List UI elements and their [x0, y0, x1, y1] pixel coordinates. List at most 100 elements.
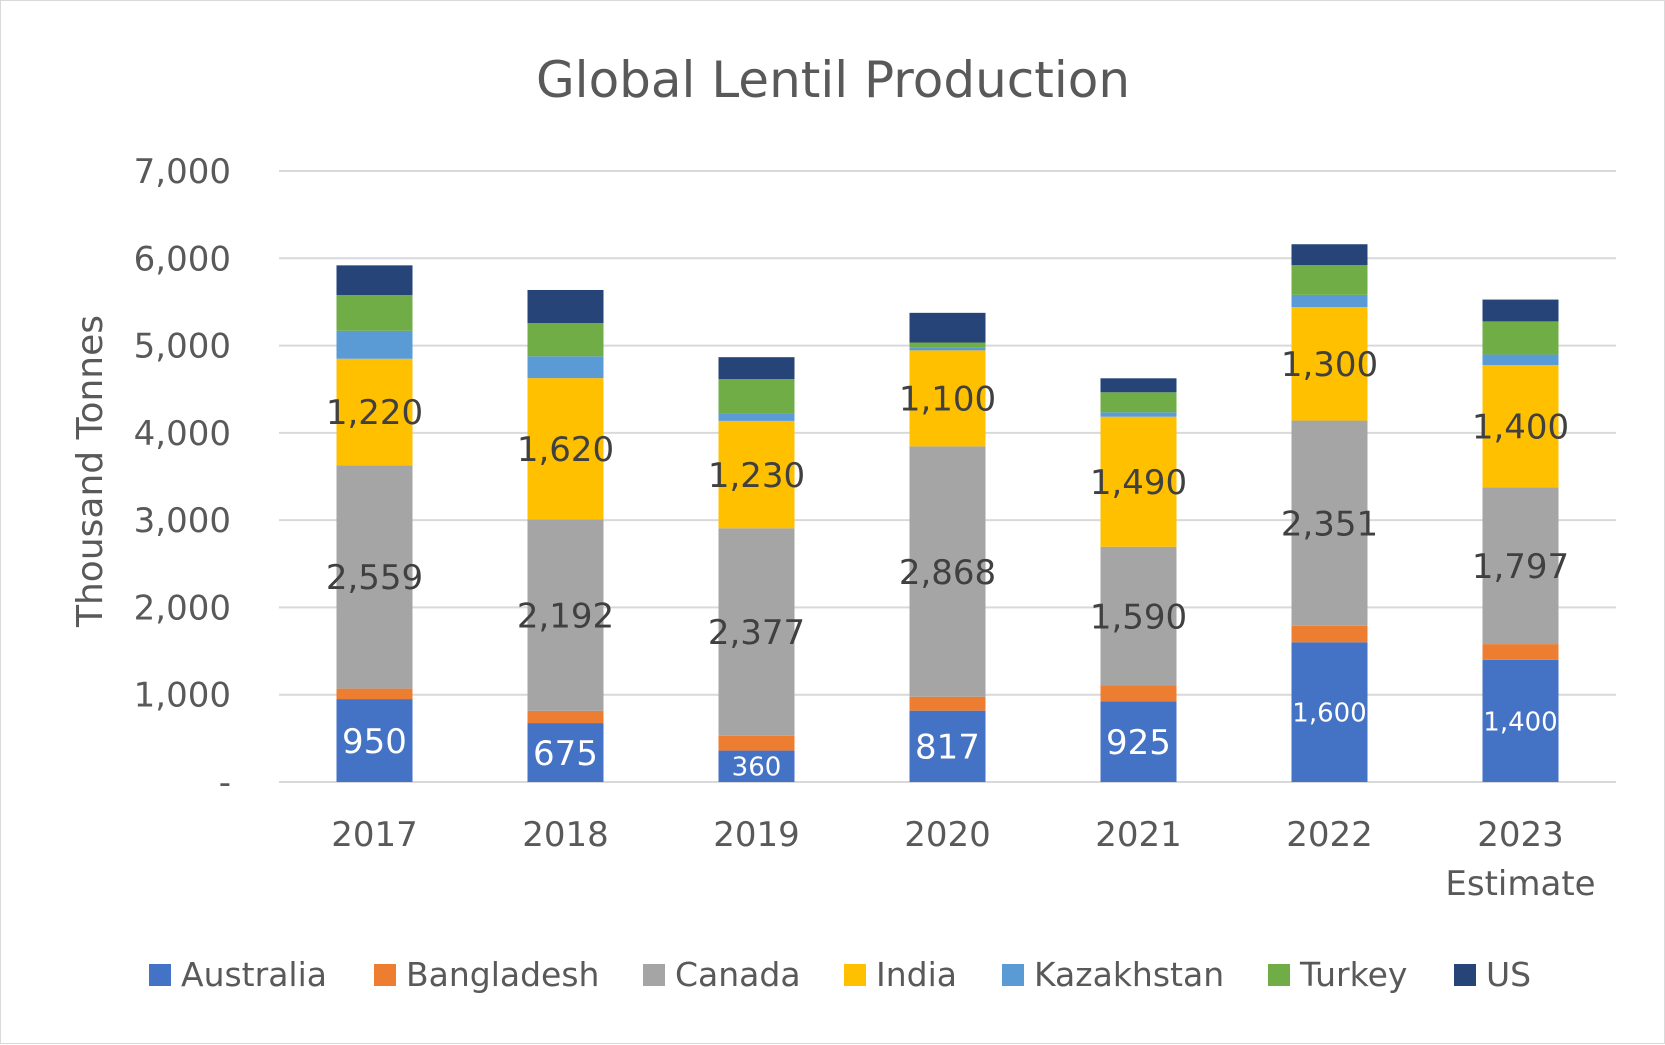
bar-segment-india [909, 350, 986, 447]
legend-label: Canada [675, 955, 801, 994]
bar-segment-turkey [1291, 265, 1368, 295]
bar-segment-turkey [1482, 321, 1559, 355]
bar-segment-us [1291, 244, 1368, 266]
y-tick-label: 1,000 [134, 676, 231, 716]
bar-segment-australia [527, 723, 604, 782]
legend-label: India [876, 955, 957, 994]
data-label: 1,400 [1472, 407, 1569, 447]
legend-swatch-bangladesh [374, 964, 396, 986]
data-label: 1,300 [1281, 345, 1378, 385]
data-label: 360 [732, 753, 782, 783]
x-tick-label: Estimate [1445, 864, 1595, 904]
bar-segment-bangladesh [527, 710, 604, 724]
bar-segment-bangladesh [1100, 685, 1177, 702]
bar-segment-canada [1100, 546, 1177, 686]
bar-segment-india [527, 378, 604, 520]
data-label: 950 [342, 722, 407, 762]
bar-segment-india [336, 358, 413, 466]
bar-segment-australia [1100, 701, 1177, 782]
bar-segment-us [1100, 378, 1177, 393]
legend-label: US [1486, 955, 1531, 994]
y-tick-label: 4,000 [134, 414, 231, 454]
data-label: 1,620 [517, 430, 614, 470]
y-axis-ticks: - 1,000 2,000 3,000 4,000 5,000 6,000 7,000 [134, 152, 231, 803]
x-tick-label: 2022 [1286, 815, 1373, 855]
bar-segment-australia [336, 699, 413, 782]
x-tick-label: 2020 [904, 815, 991, 855]
bar-segment-turkey [527, 323, 604, 357]
y-tick-label: 6,000 [134, 239, 231, 279]
bar-segment-canada [1291, 420, 1368, 626]
data-label: 1,490 [1090, 463, 1187, 503]
data-label: 817 [915, 728, 980, 768]
data-label: 2,559 [326, 558, 423, 598]
data-label: 1,600 [1292, 699, 1366, 729]
bar-segment-canada [909, 446, 986, 697]
legend-swatch-australia [149, 964, 171, 986]
x-axis-ticks: 2017 2018 2019 2020 2021 2022 2023 Estimate [331, 815, 1595, 904]
data-label: 2,351 [1281, 504, 1378, 544]
data-label: 1,400 [1483, 707, 1557, 737]
data-label: 2,377 [708, 613, 805, 653]
x-tick-label: 2023 [1477, 815, 1564, 855]
data-label: 1,220 [326, 393, 423, 433]
bar-segment-kazakhstan [527, 356, 604, 379]
bar-segment-kazakhstan [718, 413, 795, 421]
bar-segment-australia [1291, 642, 1368, 782]
bar-segment-india [1291, 307, 1368, 421]
y-tick-label: 2,000 [134, 588, 231, 628]
bars [336, 244, 1559, 782]
legend-swatch-india [844, 964, 866, 986]
x-tick-label: 2017 [331, 815, 418, 855]
legend-swatch-canada [643, 964, 665, 986]
bar-segment-turkey [909, 342, 986, 348]
bar-segment-turkey [336, 295, 413, 331]
data-label: 2,868 [899, 553, 996, 593]
bar-segment-turkey [718, 379, 795, 414]
x-tick-label: 2018 [522, 815, 609, 855]
legend-swatch-us [1454, 964, 1476, 986]
bar-segment-australia [909, 710, 986, 782]
legend-label: Australia [181, 955, 327, 994]
bar-segment-bangladesh [336, 688, 413, 700]
bar-segment-canada [336, 465, 413, 689]
bar-segment-us [718, 357, 795, 380]
bar-segment-australia [718, 750, 795, 782]
bar-segment-bangladesh [909, 696, 986, 711]
legend-label: Kazakhstan [1034, 955, 1224, 994]
bar-segment-kazakhstan [909, 347, 986, 351]
bar-segment-us [527, 289, 604, 324]
bar-segment-kazakhstan [1291, 294, 1368, 308]
legend-label: Bangladesh [406, 955, 599, 994]
bar-segment-canada [1482, 487, 1559, 645]
bar-segment-kazakhstan [1482, 354, 1559, 366]
legend-swatch-turkey [1268, 964, 1290, 986]
y-tick-label: 5,000 [134, 327, 231, 367]
y-tick-label: 3,000 [134, 501, 231, 541]
data-label: 1,590 [1090, 597, 1187, 637]
bar-segment-india [718, 420, 795, 529]
bar-segment-india [1482, 365, 1559, 488]
x-tick-label: 2021 [1095, 815, 1182, 855]
bar-segment-india [1100, 416, 1177, 547]
bar-segment-bangladesh [1482, 644, 1559, 660]
bar-segment-turkey [1100, 392, 1177, 413]
bar-segment-australia [1482, 659, 1559, 782]
bar-segment-bangladesh [1291, 625, 1368, 643]
legend: Australia Bangladesh Canada India Kazakhstan… [149, 955, 1531, 994]
data-label: 1,100 [899, 380, 996, 420]
data-label: 1,230 [708, 456, 805, 496]
bar-segment-kazakhstan [336, 330, 413, 359]
data-label: 1,797 [1472, 547, 1569, 587]
bar-segment-bangladesh [718, 735, 795, 751]
bar-segment-us [1482, 299, 1559, 322]
legend-swatch-kazakhstan [1002, 964, 1024, 986]
x-tick-label: 2019 [713, 815, 800, 855]
bar-labels: 950 2,559 1,220 675 2,192 1,620 360 2,377 1,230 8… [326, 345, 1569, 783]
data-label: 675 [533, 734, 598, 774]
legend-label: Turkey [1299, 955, 1407, 994]
bar-segment-us [909, 312, 986, 343]
bar-segment-canada [718, 528, 795, 736]
